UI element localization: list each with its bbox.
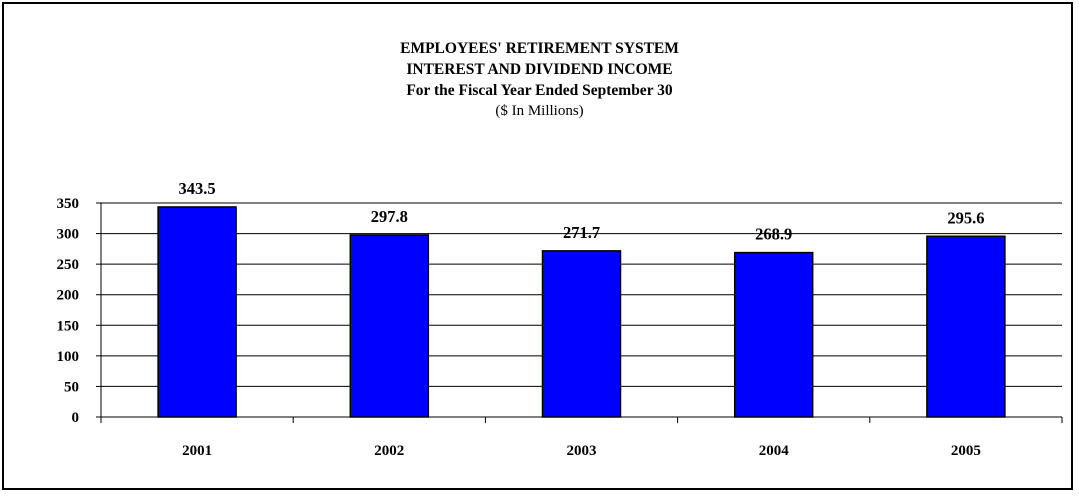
x-tick-label: 2004 [759, 443, 790, 459]
y-tick-label: 100 [57, 349, 80, 365]
bar [157, 206, 237, 418]
data-label: 297.8 [371, 207, 408, 226]
y-tick-label: 150 [57, 318, 80, 334]
chart-title-line-2: INTEREST AND DIVIDEND INCOME [406, 61, 673, 78]
y-tick-label: 350 [57, 196, 80, 212]
bar [926, 235, 1006, 418]
data-label: 271.7 [563, 223, 600, 242]
y-tick-label: 50 [64, 379, 79, 395]
data-label: 343.5 [179, 179, 216, 198]
x-tick-label: 2002 [374, 443, 404, 459]
y-tick-label: 200 [57, 288, 80, 304]
bar [541, 250, 622, 418]
bar [733, 251, 814, 418]
chart-title-line-3: For the Fiscal Year Ended September 30 [406, 82, 673, 99]
chart-title-line-1: EMPLOYEES' RETIREMENT SYSTEM [400, 40, 679, 57]
y-tick-label: 0 [72, 410, 80, 426]
y-tick-label: 300 [57, 227, 80, 243]
y-tick-label: 250 [57, 257, 80, 273]
x-tick-label: 2005 [951, 443, 981, 459]
data-label: 268.9 [755, 225, 792, 244]
x-tick-label: 2003 [567, 443, 597, 459]
x-tick-label: 2001 [182, 443, 212, 459]
chart-title-block: EMPLOYEES' RETIREMENT SYSTEM INTEREST AN… [0, 38, 1079, 122]
chart-subtitle: ($ In Millions) [495, 103, 584, 119]
data-label: 295.6 [947, 208, 984, 227]
bar [349, 234, 430, 418]
